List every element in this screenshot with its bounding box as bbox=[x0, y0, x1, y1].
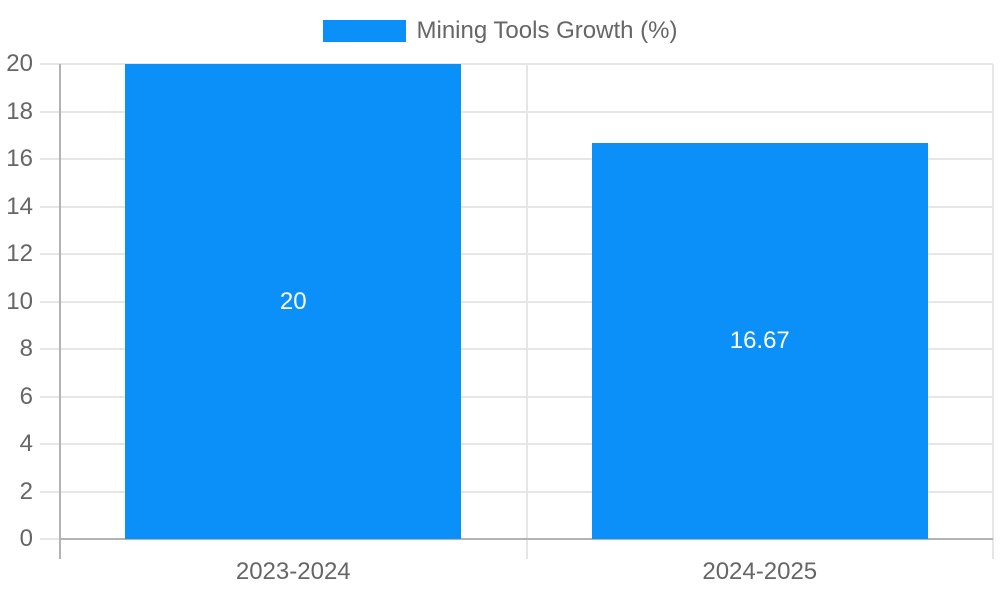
y-gridline bbox=[40, 63, 993, 65]
y-axis-tick-label: 0 bbox=[19, 525, 33, 552]
bar-value-label: 16.67 bbox=[729, 327, 790, 355]
y-gridline bbox=[40, 490, 993, 493]
y-gridline bbox=[40, 253, 993, 255]
x-axis-tick-label: 2023-2024 bbox=[235, 558, 351, 585]
legend-item[interactable]: Mining Tools Growth (%) bbox=[0, 17, 1000, 45]
x-axis-line bbox=[60, 538, 993, 540]
y-axis-tick-label: 10 bbox=[6, 287, 33, 315]
y-gridline bbox=[40, 348, 993, 350]
bar[interactable] bbox=[591, 143, 928, 539]
y-axis-tick-label: 20 bbox=[6, 50, 33, 77]
y-gridline bbox=[40, 300, 993, 303]
x-gridline bbox=[525, 64, 528, 559]
y-axis-line bbox=[59, 64, 61, 559]
y-gridline bbox=[40, 205, 993, 208]
x-gridline bbox=[992, 64, 994, 559]
y-axis-tick-label: 18 bbox=[6, 97, 33, 125]
y-axis-tick-label: 8 bbox=[19, 335, 33, 362]
y-gridline bbox=[40, 395, 993, 398]
y-axis-tick-label: 16 bbox=[6, 145, 33, 172]
y-axis-tick-label: 14 bbox=[6, 192, 33, 220]
bar[interactable] bbox=[125, 64, 462, 539]
y-axis-tick-label: 4 bbox=[19, 430, 33, 457]
y-axis-tick-label: 6 bbox=[19, 382, 33, 410]
y-gridline bbox=[40, 443, 993, 445]
bar-value-label: 20 bbox=[279, 287, 307, 315]
x-axis-tick-label: 2024-2025 bbox=[702, 558, 818, 585]
legend-label: Mining Tools Growth (%) bbox=[416, 17, 678, 44]
y-gridline bbox=[40, 158, 993, 160]
legend-swatch bbox=[322, 20, 406, 42]
y-axis-tick-label: 12 bbox=[6, 240, 33, 267]
y-axis-tick-label: 2 bbox=[19, 477, 33, 505]
y-gridline bbox=[40, 110, 993, 113]
